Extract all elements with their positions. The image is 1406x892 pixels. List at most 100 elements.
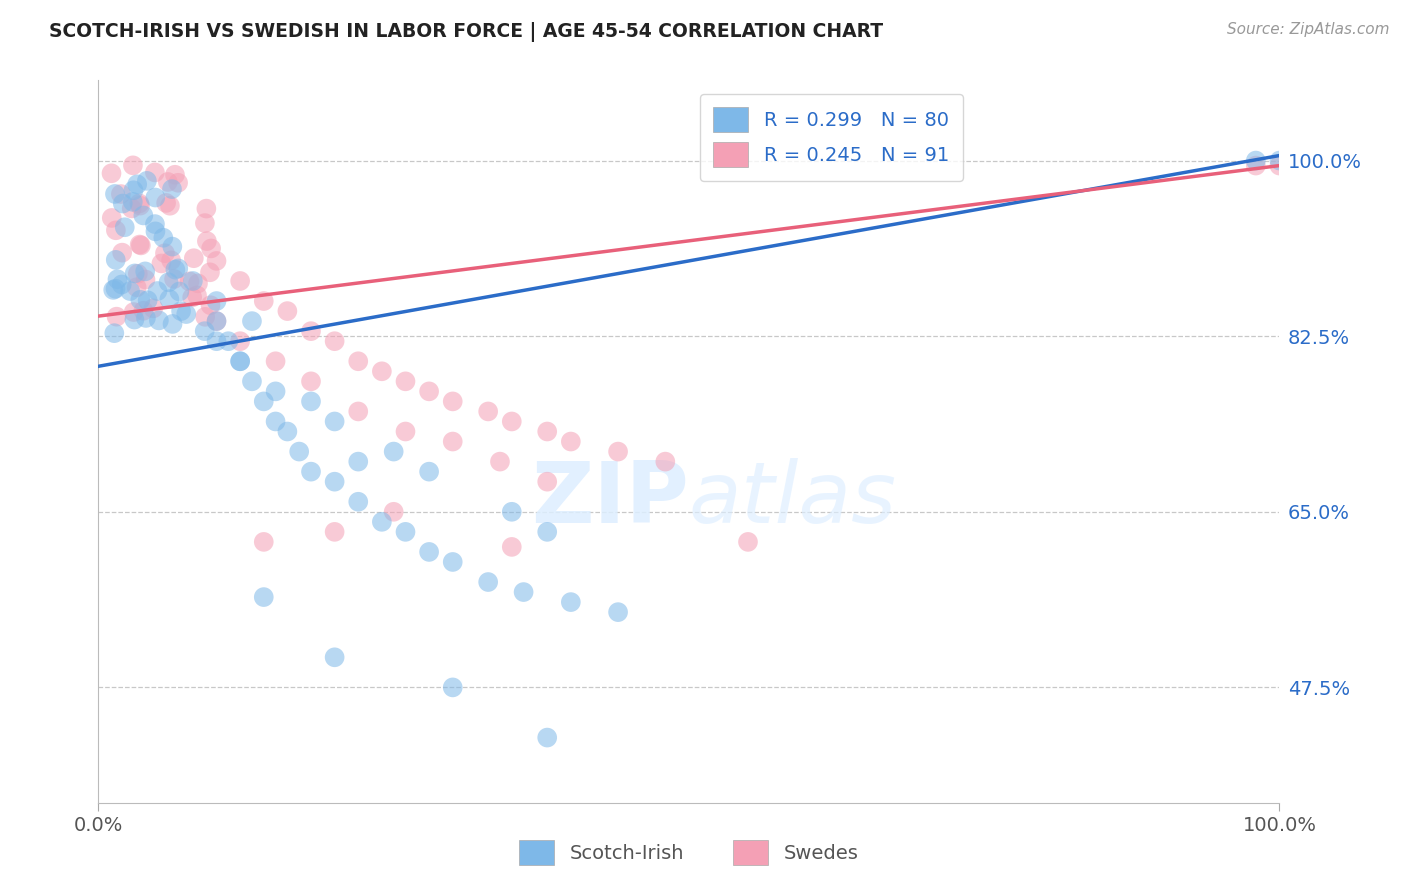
Point: [157, 275, 180, 289]
Point: [110, 187, 132, 202]
Point: [347, 494, 370, 508]
Point: [143, 190, 166, 204]
Point: [205, 254, 228, 268]
Point: [121, 194, 143, 209]
Point: [200, 298, 222, 312]
Point: [560, 434, 582, 449]
Point: [124, 267, 146, 281]
Point: [186, 288, 208, 302]
Point: [134, 264, 156, 278]
Point: [229, 334, 252, 349]
Point: [205, 314, 228, 328]
Point: [120, 284, 142, 298]
Point: [104, 186, 127, 201]
Point: [103, 326, 125, 341]
Point: [371, 515, 394, 529]
Point: [170, 304, 193, 318]
Point: [394, 425, 416, 439]
Point: [183, 251, 205, 265]
Point: [122, 305, 145, 319]
Point: [125, 280, 148, 294]
Point: [122, 183, 145, 197]
Point: [136, 293, 159, 308]
Point: [121, 202, 143, 216]
Point: [347, 404, 370, 418]
Point: [129, 199, 152, 213]
Point: [347, 455, 370, 469]
Point: [122, 158, 145, 172]
Point: [1244, 153, 1267, 168]
Point: [323, 334, 346, 349]
Point: [441, 681, 464, 695]
Point: [489, 455, 512, 469]
Point: [418, 465, 440, 479]
Point: [512, 585, 534, 599]
Point: [253, 590, 276, 604]
Point: [179, 274, 201, 288]
Point: [160, 182, 183, 196]
Point: [194, 310, 217, 324]
Point: [128, 196, 150, 211]
Point: [299, 375, 322, 389]
Point: [111, 245, 134, 260]
Text: SCOTCH-IRISH VS SWEDISH IN LABOR FORCE | AGE 45-54 CORRELATION CHART: SCOTCH-IRISH VS SWEDISH IN LABOR FORCE |…: [49, 22, 883, 42]
Point: [288, 444, 311, 458]
Point: [536, 475, 558, 489]
Point: [200, 242, 222, 256]
Point: [114, 220, 136, 235]
Point: [501, 505, 523, 519]
Point: [240, 375, 263, 389]
Point: [195, 202, 218, 216]
Point: [153, 246, 176, 260]
Point: [276, 304, 298, 318]
Point: [323, 524, 346, 539]
Point: [536, 524, 558, 539]
Point: [100, 211, 122, 225]
Point: [323, 475, 346, 489]
Point: [194, 324, 217, 338]
Point: [382, 505, 405, 519]
Point: [152, 231, 174, 245]
Point: [299, 324, 322, 338]
Point: [163, 168, 186, 182]
Point: [111, 277, 134, 292]
Point: [181, 274, 204, 288]
Point: [135, 174, 157, 188]
Point: [163, 272, 186, 286]
Point: [146, 284, 169, 298]
Point: [394, 524, 416, 539]
Point: [418, 384, 440, 399]
Point: [104, 223, 127, 237]
Point: [536, 731, 558, 745]
Point: [441, 434, 464, 449]
Legend: Scotch-Irish, Swedes: Scotch-Irish, Swedes: [512, 832, 866, 872]
Point: [159, 199, 181, 213]
Point: [104, 252, 127, 267]
Point: [155, 196, 177, 211]
Point: [394, 375, 416, 389]
Point: [1268, 153, 1291, 168]
Point: [347, 354, 370, 368]
Point: [169, 285, 191, 299]
Point: [132, 209, 155, 223]
Point: [441, 555, 464, 569]
Point: [276, 425, 298, 439]
Point: [135, 310, 157, 325]
Point: [264, 415, 287, 429]
Text: atlas: atlas: [689, 458, 897, 541]
Text: Source: ZipAtlas.com: Source: ZipAtlas.com: [1226, 22, 1389, 37]
Point: [229, 354, 252, 368]
Point: [160, 253, 183, 268]
Point: [205, 334, 228, 349]
Point: [157, 292, 180, 306]
Point: [501, 415, 523, 429]
Point: [142, 301, 165, 316]
Point: [323, 650, 346, 665]
Point: [501, 540, 523, 554]
Point: [105, 310, 128, 324]
Point: [382, 444, 405, 458]
Point: [103, 283, 125, 297]
Point: [111, 196, 134, 211]
Point: [264, 384, 287, 399]
Point: [737, 535, 759, 549]
